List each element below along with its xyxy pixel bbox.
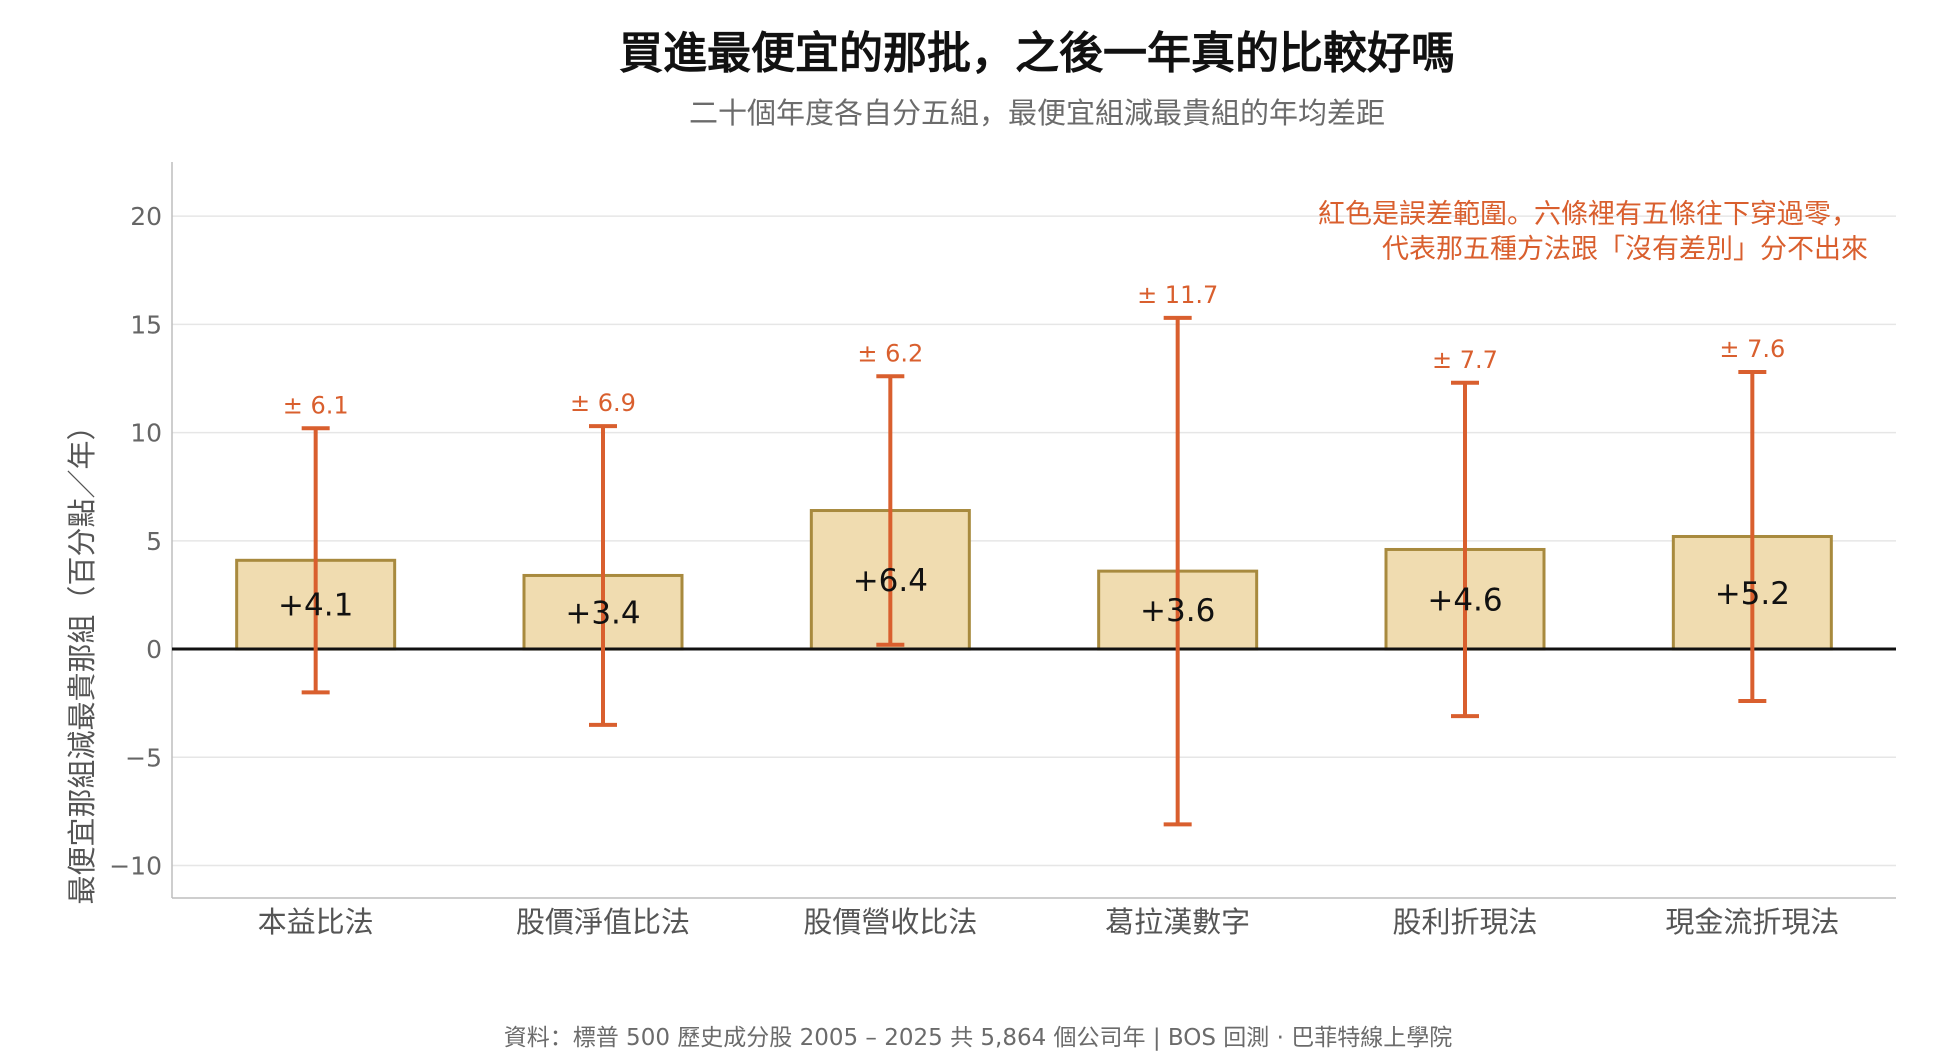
error-bar: [1451, 380, 1479, 719]
bar-value-label: +6.4: [853, 563, 928, 599]
error-value-label: ± 6.1: [283, 391, 349, 419]
y-tick-label: −10: [109, 852, 162, 881]
bar-value-label: +5.2: [1715, 576, 1790, 612]
y-tick-label: 5: [146, 527, 162, 556]
error-bar: [301, 426, 330, 695]
error-value-label: ± 7.7: [1432, 346, 1498, 374]
error-value-label: ± 6.2: [857, 339, 923, 367]
bars: [235, 509, 1833, 651]
y-tick-label: 15: [130, 310, 162, 339]
error-bar: [876, 374, 905, 647]
error-bars: [301, 315, 1767, 827]
x-tick-labels: 本益比法 股價淨值比法 股價營收比法 葛拉漢數字 股利折現法 現金流折現法: [258, 905, 1840, 939]
y-axis-label: 最便宜那組減最貴那組（百分點／年）: [65, 411, 99, 904]
x-tick-label: 股利折現法: [1392, 905, 1537, 939]
y-tick-label: 20: [130, 202, 162, 231]
error-value-label: ± 7.6: [1719, 335, 1785, 363]
data-labels: +4.1 ± 6.1 +3.4 ± 6.9 +6.4 ± 6.2 +3.6 ± 11.7 +4.…: [278, 281, 1790, 631]
annotation-line-1: 紅色是誤差範圍。六條裡有五條往下穿過零，: [1318, 199, 1858, 230]
error-bar: [589, 424, 617, 727]
y-tick-label: −5: [125, 743, 162, 772]
chart-subtitle: 二十個年度各自分五組，最便宜組減最貴組的年均差距: [689, 96, 1385, 130]
x-tick-label: 股價營收比法: [803, 905, 977, 939]
y-tick-label: 0: [146, 635, 162, 664]
error-bar: [1163, 315, 1192, 827]
x-tick-label: 現金流折現法: [1665, 905, 1839, 939]
y-tick-label: 10: [130, 419, 162, 448]
annotation-line-2: 代表那五種方法跟「沒有差別」分不出來: [1382, 234, 1868, 265]
chart-title: 買進最便宜的那批，之後一年真的比較好嗎: [619, 28, 1455, 79]
x-tick-label: 本益比法: [258, 905, 374, 939]
x-tick-label: 股價淨值比法: [516, 905, 690, 939]
error-value-label: ± 11.7: [1137, 281, 1218, 309]
bar-value-label: +3.6: [1140, 593, 1215, 629]
bar-value-label: +3.4: [565, 595, 640, 631]
footer-source: 資料：標普 500 歷史成分股 2005 – 2025 共 5,864 個公司年…: [504, 1025, 1453, 1051]
x-tick-label: 葛拉漢數字: [1105, 905, 1250, 939]
error-value-label: ± 6.9: [570, 389, 636, 417]
error-bar: [1738, 369, 1767, 704]
bar-value-label: +4.1: [278, 588, 353, 624]
gridlines: [172, 215, 1896, 867]
y-tick-labels: 20 15 10 5 0 −5 −10: [109, 202, 162, 880]
bar-value-label: +4.6: [1427, 582, 1502, 618]
